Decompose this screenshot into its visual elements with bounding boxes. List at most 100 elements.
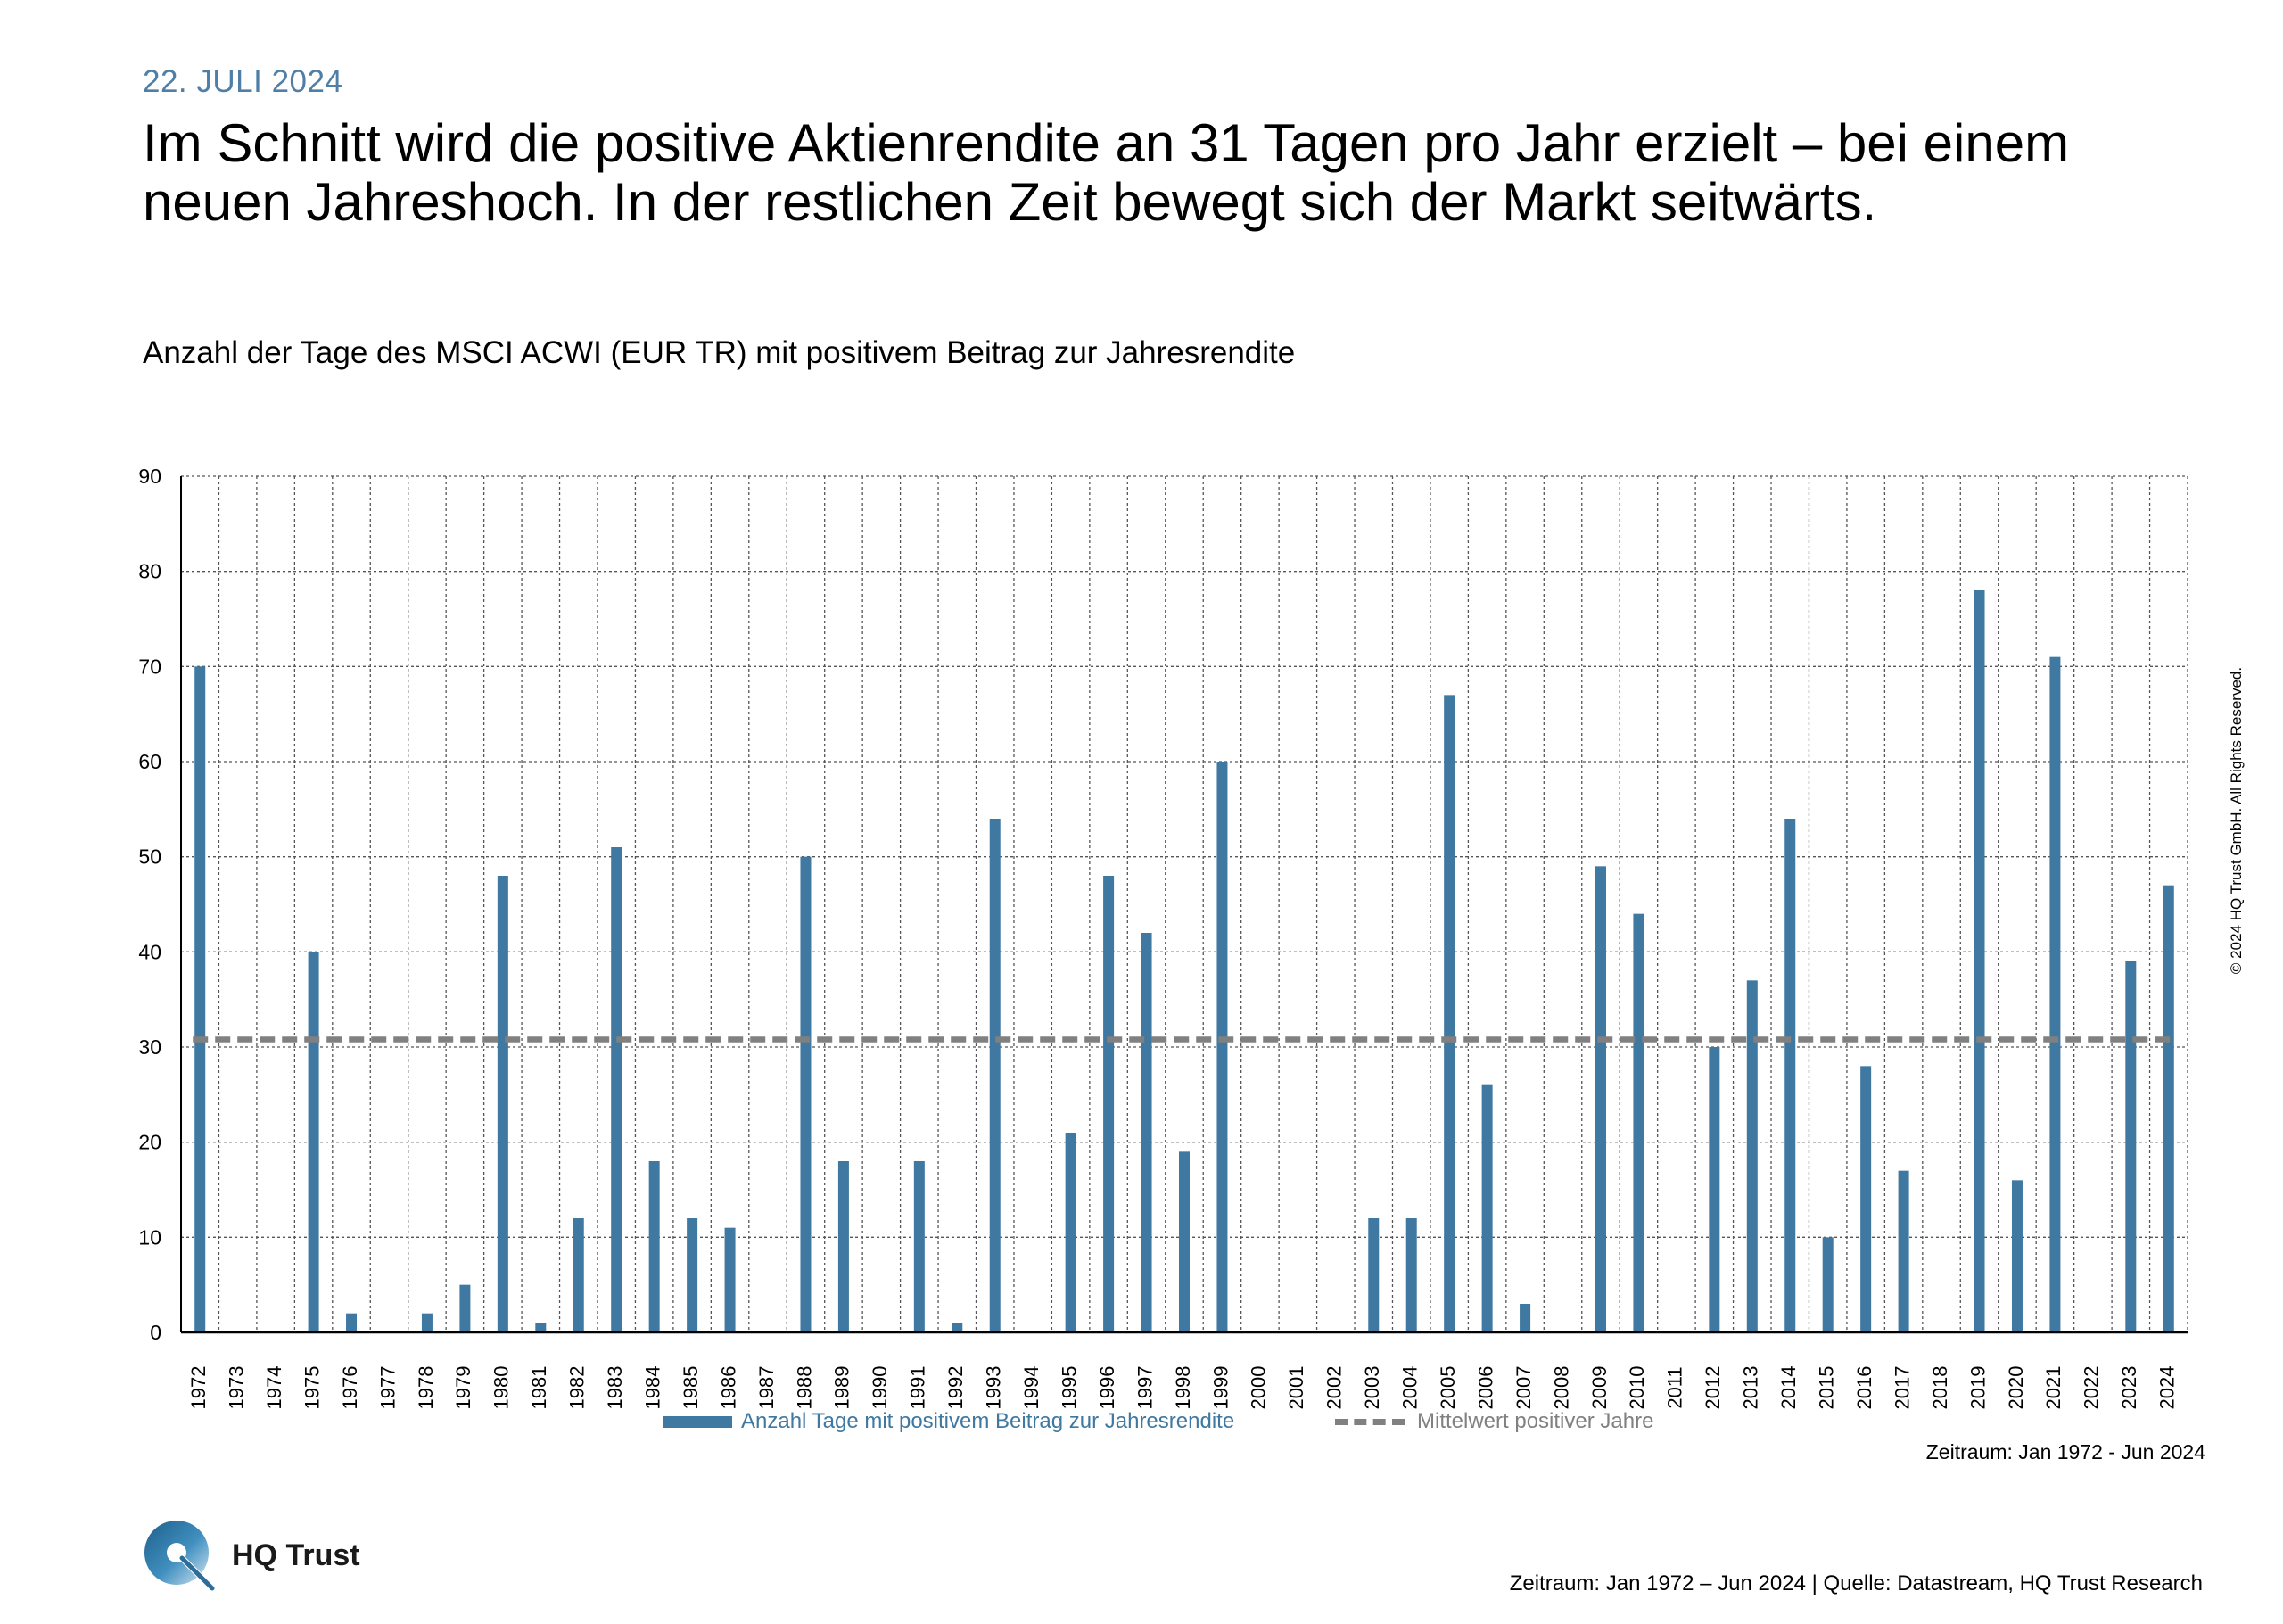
bar xyxy=(989,819,1001,1332)
x-tick-label: 1990 xyxy=(869,1366,891,1410)
report-date: 22. JULI 2024 xyxy=(143,64,343,99)
x-tick-label: 1998 xyxy=(1172,1366,1194,1410)
x-tick-label: 1985 xyxy=(680,1366,702,1410)
x-tick-label: 2020 xyxy=(2005,1366,2027,1410)
bar xyxy=(1784,819,1796,1332)
chart-period-note: Zeitraum: Jan 1972 - Jun 2024 xyxy=(1925,1440,2205,1463)
y-tick-label: 90 xyxy=(138,465,161,488)
bar xyxy=(1216,762,1228,1332)
source-note: Zeitraum: Jan 1972 – Jun 2024 | Quelle: … xyxy=(1509,1571,2203,1595)
bar xyxy=(1179,1151,1190,1332)
bar xyxy=(611,847,622,1332)
bar xyxy=(1633,913,1644,1332)
bar xyxy=(1103,876,1115,1332)
x-tick-label: 2010 xyxy=(1626,1366,1648,1410)
chart-title: Anzahl der Tage des MSCI ACWI (EUR TR) m… xyxy=(143,335,1296,370)
y-tick-label: 0 xyxy=(150,1321,161,1344)
bar xyxy=(1822,1237,1834,1332)
bar xyxy=(346,1313,358,1332)
x-tick-label: 1982 xyxy=(566,1366,589,1410)
y-tick-label: 40 xyxy=(138,940,161,963)
bar xyxy=(837,1161,849,1332)
bar xyxy=(724,1227,736,1332)
bar xyxy=(1444,695,1455,1332)
bar xyxy=(1141,933,1152,1332)
x-tick-label: 2013 xyxy=(1740,1366,1762,1410)
bar xyxy=(497,876,508,1332)
legend-mean-swatch xyxy=(1335,1418,1405,1425)
x-tick-label: 2006 xyxy=(1474,1366,1496,1410)
bar xyxy=(194,666,206,1332)
x-tick-label: 1974 xyxy=(263,1366,285,1410)
hq-trust-logo-icon xyxy=(144,1521,215,1591)
bar xyxy=(308,952,319,1332)
bar xyxy=(1974,590,1985,1332)
x-tick-label: 2014 xyxy=(1777,1366,1800,1410)
legend-item-mean: Mittelwert positiver Jahre xyxy=(1335,1409,1653,1434)
x-tick-label: 1977 xyxy=(376,1366,399,1410)
x-tick-label: 2009 xyxy=(1588,1366,1611,1410)
legend-bar-label: Anzahl Tage mit positivem Beitrag zur Ja… xyxy=(741,1409,1235,1433)
bar xyxy=(421,1313,433,1332)
bar xyxy=(952,1323,963,1332)
x-tick-label: 1996 xyxy=(1096,1366,1118,1410)
x-tick-label: 1997 xyxy=(1133,1366,1156,1410)
x-tick-label: 2023 xyxy=(2118,1366,2140,1410)
legend-item-bars: Anzahl Tage mit positivem Beitrag zur Ja… xyxy=(663,1409,1234,1434)
x-tick-label: 1978 xyxy=(415,1366,437,1410)
x-tick-label: 1972 xyxy=(187,1366,210,1410)
bar xyxy=(1898,1170,1909,1332)
x-tick-label: 2011 xyxy=(1664,1366,1686,1408)
x-tick-label: 2000 xyxy=(1248,1366,1270,1410)
x-tick-label: 2015 xyxy=(1816,1366,1838,1410)
x-tick-label: 1984 xyxy=(641,1366,663,1410)
x-tick-label: 2004 xyxy=(1399,1366,1422,1410)
bar xyxy=(1520,1304,1531,1332)
y-tick-label: 30 xyxy=(138,1035,161,1059)
x-tick-label: 2012 xyxy=(1702,1366,1724,1410)
y-tick-label: 20 xyxy=(138,1131,161,1154)
y-tick-label: 50 xyxy=(138,845,161,869)
x-tick-label: 2021 xyxy=(2042,1366,2065,1410)
x-tick-label: 1986 xyxy=(717,1366,739,1410)
x-tick-label: 1988 xyxy=(793,1366,815,1410)
bar xyxy=(459,1284,471,1332)
bar xyxy=(1595,866,1606,1332)
copyright-notice: © 2024 HQ Trust GmbH. All Rights Reserve… xyxy=(2228,666,2245,975)
x-tick-label: 2018 xyxy=(1929,1366,1951,1410)
x-tick-label: 1973 xyxy=(225,1366,247,1410)
x-tick-label: 1995 xyxy=(1058,1366,1080,1410)
headline: Im Schnitt wird die positive Aktienrendi… xyxy=(143,113,2070,232)
x-tick-label: 1979 xyxy=(452,1366,474,1410)
x-tick-label: 1989 xyxy=(831,1366,853,1410)
bars-layer xyxy=(194,590,2174,1332)
x-tick-label: 2016 xyxy=(1853,1366,1875,1410)
y-tick-label: 10 xyxy=(138,1225,161,1249)
x-tick-label: 2017 xyxy=(1891,1366,1913,1410)
x-tick-label: 1993 xyxy=(983,1366,1005,1410)
x-tick-label: 1991 xyxy=(907,1366,929,1410)
x-tick-label: 1975 xyxy=(301,1366,323,1410)
x-tick-label: 2002 xyxy=(1323,1366,1346,1410)
x-tick-label: 1999 xyxy=(1209,1366,1232,1410)
x-tick-label: 2022 xyxy=(2081,1366,2103,1410)
x-tick-label: 2001 xyxy=(1285,1366,1307,1410)
x-tick-label: 1983 xyxy=(604,1366,626,1410)
bar xyxy=(2049,656,2061,1332)
bar xyxy=(687,1218,698,1332)
y-tick-label: 60 xyxy=(138,750,161,773)
axis-layer xyxy=(180,476,2188,1334)
bar xyxy=(913,1161,925,1332)
x-tick-label: 2007 xyxy=(1512,1366,1535,1410)
x-tick-label: 2019 xyxy=(1966,1366,1989,1410)
bar xyxy=(573,1218,584,1332)
bar xyxy=(1746,980,1758,1332)
brand-logo: HQ Trust xyxy=(143,1519,360,1592)
x-tick-label: 1976 xyxy=(339,1366,361,1410)
bar xyxy=(2163,885,2174,1332)
bar xyxy=(1368,1218,1380,1332)
y-tick-label: 70 xyxy=(138,655,161,678)
bar xyxy=(2011,1180,2023,1332)
x-tick-label: 2005 xyxy=(1437,1366,1459,1410)
